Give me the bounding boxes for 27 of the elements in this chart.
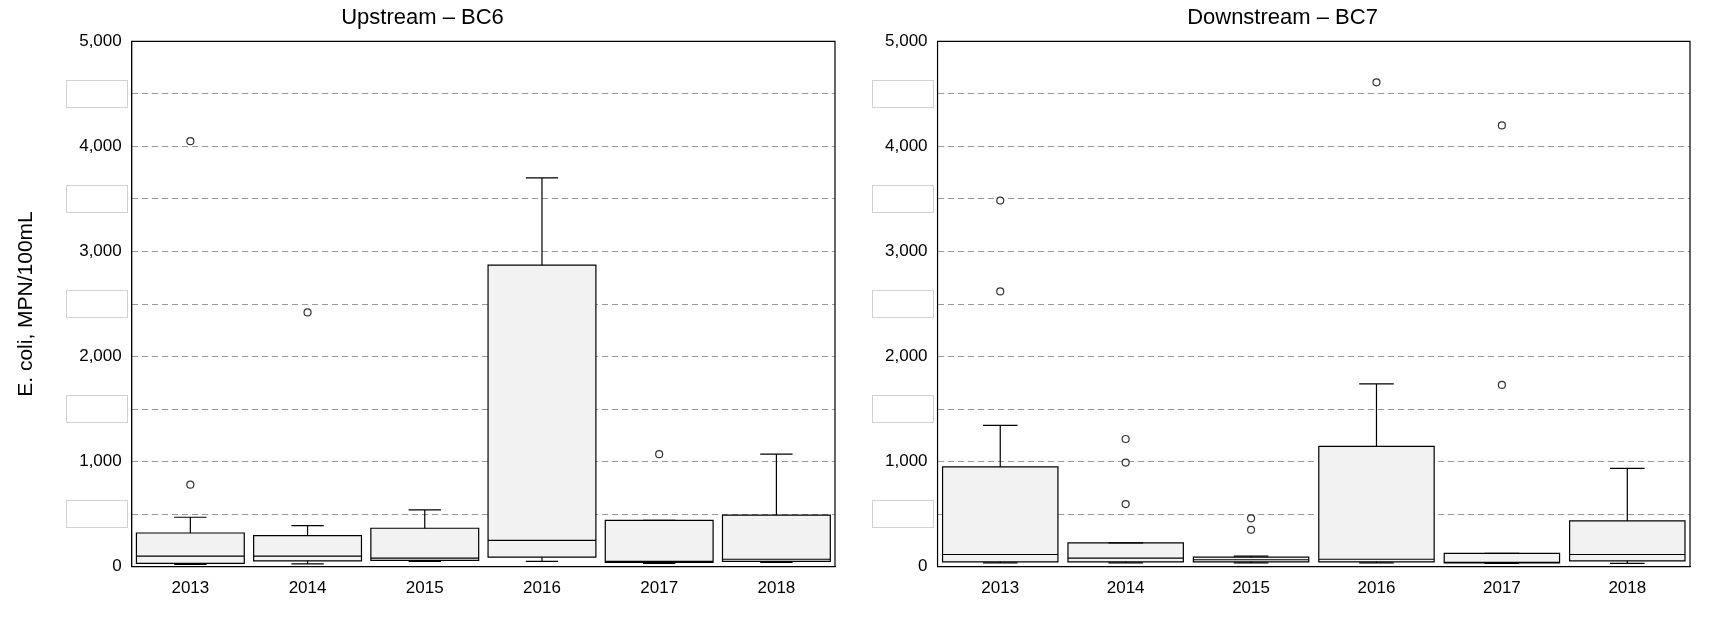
- chart-title: Downstream – BC7: [1187, 4, 1378, 30]
- y-tick-label: 1,000: [884, 451, 928, 471]
- y-tick-label: 5,000: [884, 31, 928, 51]
- x-tick-label: 2016: [1357, 578, 1396, 598]
- y-tick-label: 1,000: [79, 451, 122, 471]
- x-tick-label: 2018: [1608, 578, 1647, 598]
- x-tick-label: 2017: [1482, 578, 1521, 598]
- x-tick-label: 2016: [523, 578, 561, 598]
- x-tick-label: 2013: [171, 578, 210, 598]
- y-tick-label: 2,000: [79, 346, 122, 366]
- y-tick-label: 4,000: [79, 136, 122, 156]
- y-tick-label: 0: [918, 556, 928, 576]
- y-tick-label: 4,000: [884, 136, 928, 156]
- y-axis-title: E. coli, MPN/100mL: [13, 211, 37, 397]
- x-tick-label: 2018: [757, 578, 796, 598]
- x-tick-label: 2013: [981, 578, 1020, 598]
- y-tick-label: 3,000: [884, 241, 928, 261]
- y-tick-label: 2,000: [884, 346, 928, 366]
- x-tick-label: 2014: [1106, 578, 1145, 598]
- x-tick-label: 2015: [1232, 578, 1270, 598]
- x-tick-label: 2017: [640, 578, 679, 598]
- chart-title: Upstream – BC6: [341, 4, 504, 30]
- x-tick-label: 2015: [405, 578, 444, 598]
- x-tick-label: 2014: [288, 578, 327, 598]
- y-tick-label: 0: [112, 556, 122, 576]
- y-tick-label: 3,000: [79, 241, 122, 261]
- y-tick-label: 5,000: [79, 31, 122, 51]
